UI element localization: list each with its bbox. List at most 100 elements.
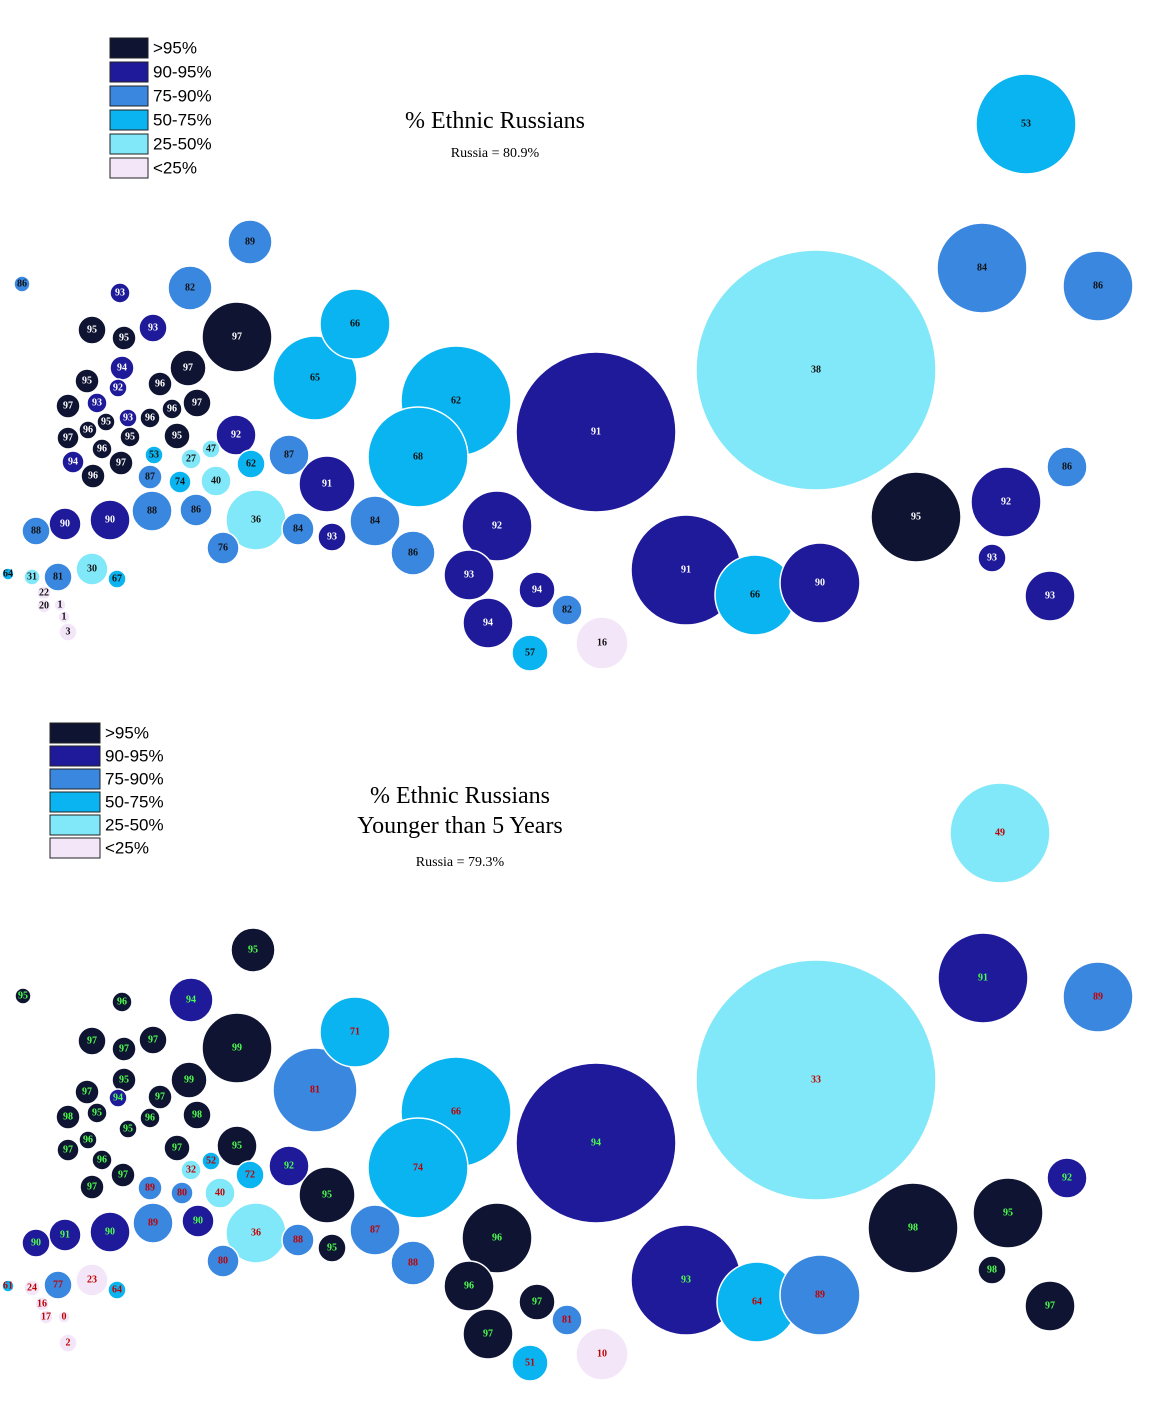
region-label: 81: [53, 571, 63, 582]
map-title: % Ethnic Russians: [370, 783, 550, 809]
region: [170, 1061, 208, 1099]
region-label: 94: [186, 994, 196, 1005]
region-label: 84: [370, 515, 380, 526]
region: [977, 1255, 1007, 1285]
region-label: 97: [172, 1142, 182, 1153]
legend-label: 50-75%: [153, 110, 212, 129]
region: [89, 1211, 131, 1253]
region-label: 94: [68, 456, 78, 467]
region-label: 95: [248, 944, 258, 955]
region-label: 97: [232, 331, 242, 342]
region: [139, 1107, 161, 1129]
region-label: 67: [112, 573, 122, 584]
region-label: 96: [83, 1134, 93, 1145]
region: [268, 1145, 310, 1187]
legend-label: >95%: [105, 723, 149, 742]
region: [236, 449, 266, 479]
region-label: 90: [815, 577, 825, 588]
region-label: 97: [119, 1043, 129, 1054]
region-label: 93: [148, 322, 158, 333]
region: [575, 616, 629, 670]
region: [86, 392, 108, 414]
map-bottom: >95% 90-95% 75-90% 50-75% 25-50% <25% % Ethnic…: [1, 722, 1134, 1382]
region-label: 95: [322, 1189, 332, 1200]
region: [970, 466, 1042, 538]
region-label: 23: [87, 1274, 97, 1285]
region: [390, 530, 436, 576]
region-label: 95: [92, 1107, 102, 1118]
region: [108, 378, 128, 398]
region-label: 86: [408, 547, 418, 558]
region: [461, 490, 533, 562]
region: [74, 1079, 100, 1105]
region: [200, 465, 232, 497]
legend-swatch: [109, 157, 149, 179]
region: [43, 562, 73, 592]
region-label: 89: [148, 1217, 158, 1228]
legend-label: 90-95%: [153, 62, 212, 81]
region: [272, 335, 358, 421]
region: [949, 782, 1051, 884]
region-label: 94: [117, 362, 127, 373]
legend-swatch: [49, 791, 101, 813]
region: [977, 543, 1007, 573]
region: [181, 1204, 215, 1238]
region-label: 76: [218, 542, 228, 553]
legend-label: 75-90%: [153, 86, 212, 105]
region-label: 97: [118, 1169, 128, 1180]
region-label: 74: [413, 1162, 423, 1173]
region: [161, 398, 183, 420]
region-label: 95: [911, 511, 921, 522]
region-label: 97: [532, 1296, 542, 1307]
region-label: 93: [115, 287, 125, 298]
region-label: 93: [681, 1274, 691, 1285]
region-label: 86: [1093, 280, 1103, 291]
region: [551, 594, 583, 626]
region-label: 24: [27, 1282, 37, 1293]
legend-swatch: [109, 61, 149, 83]
region-label: 10: [597, 1348, 607, 1359]
region: [695, 249, 937, 491]
region-label: 92: [284, 1160, 294, 1171]
region: [515, 351, 677, 513]
region-label: 96: [145, 1112, 155, 1123]
region: [96, 412, 116, 432]
region-label: 92: [1001, 496, 1011, 507]
region: [110, 1162, 136, 1188]
region-label: 95: [87, 324, 97, 335]
region: [111, 325, 137, 351]
legend-label: 75-90%: [105, 769, 164, 788]
region-label: 53: [1021, 118, 1031, 129]
region: [170, 1181, 194, 1205]
region-label: 95: [18, 990, 28, 1001]
region-label: 74: [175, 476, 185, 487]
region-label: 96: [83, 424, 93, 435]
region-label: 27: [186, 453, 196, 464]
region: [91, 1149, 113, 1171]
region: [461, 1202, 533, 1274]
region-label: 87: [284, 449, 294, 460]
region: [779, 542, 861, 624]
region: [206, 1244, 240, 1278]
region-label: 95: [119, 332, 129, 343]
region-label: 62: [246, 458, 256, 469]
region-label: 40: [215, 1187, 225, 1198]
region-label: 95: [1003, 1207, 1013, 1218]
region: [390, 1240, 436, 1286]
region-label: 98: [908, 1222, 918, 1233]
region: [1024, 1280, 1076, 1332]
region-label: 96: [117, 996, 127, 1007]
region: [281, 512, 315, 546]
region-label: 98: [987, 1264, 997, 1275]
region-label: 89: [1093, 991, 1103, 1002]
legend-swatch: [109, 37, 149, 59]
region-label: 97: [63, 432, 73, 443]
region-label: 97: [183, 362, 193, 373]
region: [201, 439, 221, 459]
region: [182, 1100, 212, 1130]
region: [230, 927, 276, 973]
region-label: 72: [245, 1169, 255, 1180]
region: [349, 1204, 401, 1256]
legend-swatch: [49, 745, 101, 767]
